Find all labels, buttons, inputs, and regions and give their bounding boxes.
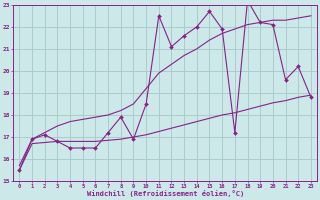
X-axis label: Windchill (Refroidissement éolien,°C): Windchill (Refroidissement éolien,°C) bbox=[86, 190, 244, 197]
